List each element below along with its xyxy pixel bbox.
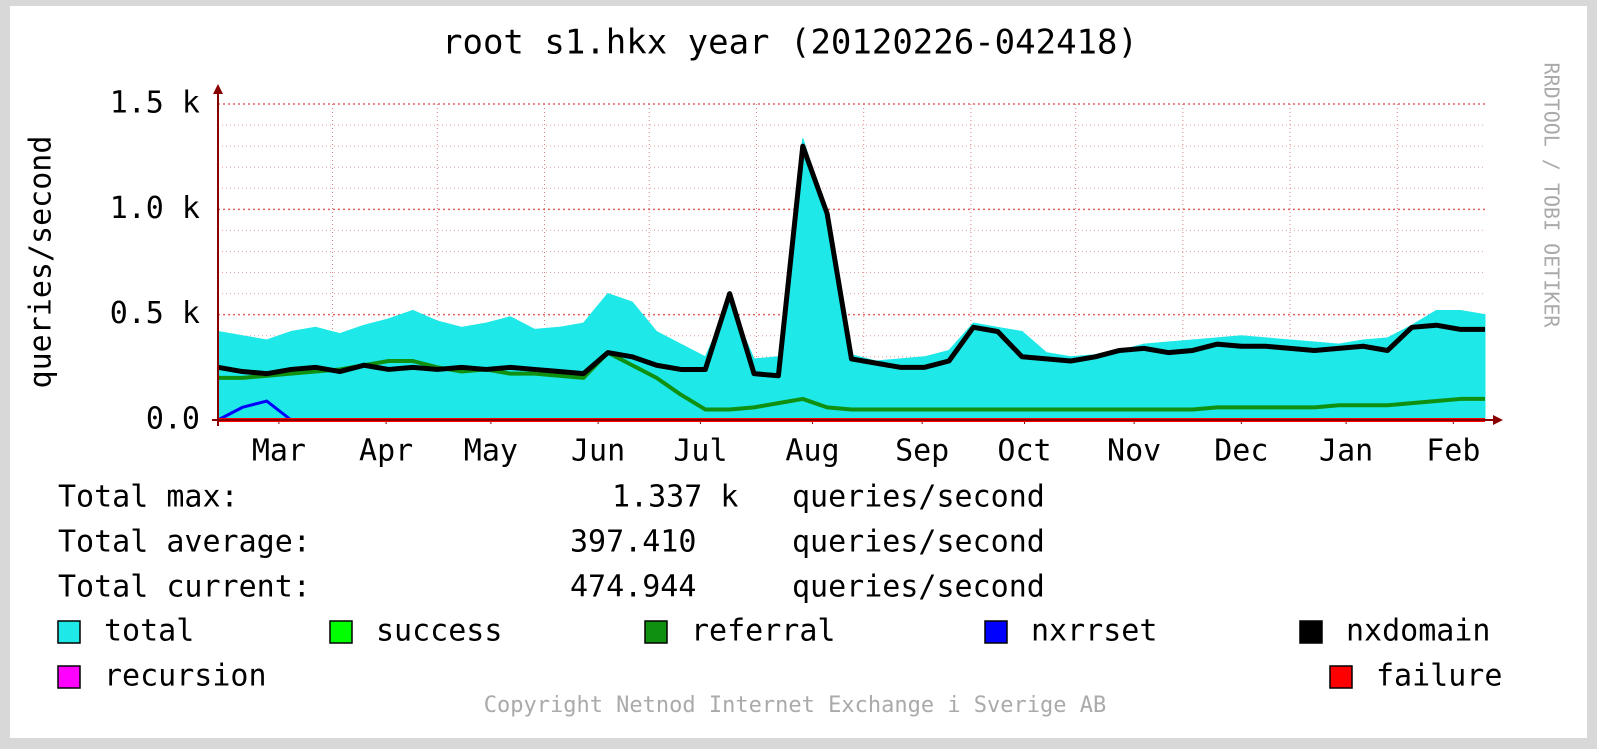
legend-swatch bbox=[984, 620, 1008, 644]
legend-swatch bbox=[57, 620, 81, 644]
legend-swatch bbox=[644, 620, 668, 644]
stat-label: Total average: bbox=[58, 525, 311, 560]
legend-label: failure bbox=[1376, 659, 1502, 694]
legend-label: total bbox=[104, 614, 194, 649]
x-tick-label: Jun bbox=[571, 434, 625, 469]
x-tick-label: Mar bbox=[252, 434, 306, 469]
y-tick-label: 1.0 k bbox=[110, 191, 200, 226]
x-tick-label: Apr bbox=[359, 434, 413, 469]
legend-swatch bbox=[1299, 620, 1323, 644]
legend-label: success bbox=[376, 614, 502, 649]
stat-unit: queries/second bbox=[792, 480, 1045, 515]
y-tick-label: 0.0 bbox=[146, 402, 200, 437]
stat-label: Total current: bbox=[58, 570, 311, 605]
y-tick-label: 1.5 k bbox=[110, 86, 200, 121]
line bbox=[217, 143, 1485, 379]
legend-swatch bbox=[329, 620, 353, 644]
y-arrow bbox=[213, 84, 223, 94]
legend-label: nxdomain bbox=[1346, 614, 1491, 649]
stat-value: 397.410 bbox=[570, 525, 696, 560]
stat-label: Total max: bbox=[58, 480, 239, 515]
x-arrow bbox=[1493, 415, 1503, 425]
x-tick-label: Jul bbox=[673, 434, 727, 469]
stat-value: 1.337 k bbox=[612, 480, 738, 515]
y-tick-label: 0.5 k bbox=[110, 296, 200, 331]
legend-swatch bbox=[57, 665, 81, 689]
footer: Copyright Netnod Internet Exchange i Sve… bbox=[484, 693, 1107, 718]
x-tick-label: Nov bbox=[1107, 434, 1161, 469]
area bbox=[217, 138, 1486, 421]
y-axis-label: queries/second bbox=[24, 136, 59, 389]
legend-swatch bbox=[1329, 665, 1353, 689]
legend-label: nxrrset bbox=[1031, 614, 1157, 649]
x-tick-label: Feb bbox=[1426, 434, 1480, 469]
side-text: RRDTOOL / TOBI OETIKER bbox=[1540, 63, 1564, 329]
x-tick-label: May bbox=[464, 434, 518, 469]
legend-label: referral bbox=[691, 614, 836, 649]
stat-value: 474.944 bbox=[570, 570, 696, 605]
x-tick-label: Dec bbox=[1214, 434, 1268, 469]
x-tick-label: Oct bbox=[997, 434, 1051, 469]
line bbox=[218, 350, 1485, 412]
legend-label: recursion bbox=[104, 659, 267, 694]
stat-unit: queries/second bbox=[792, 525, 1045, 560]
stat-unit: queries/second bbox=[792, 570, 1045, 605]
chart-title: root s1.hkx year (20120226-042418) bbox=[442, 23, 1138, 63]
x-tick-label: Sep bbox=[895, 434, 949, 469]
x-tick-label: Jan bbox=[1319, 434, 1373, 469]
x-tick-label: Aug bbox=[785, 434, 839, 469]
